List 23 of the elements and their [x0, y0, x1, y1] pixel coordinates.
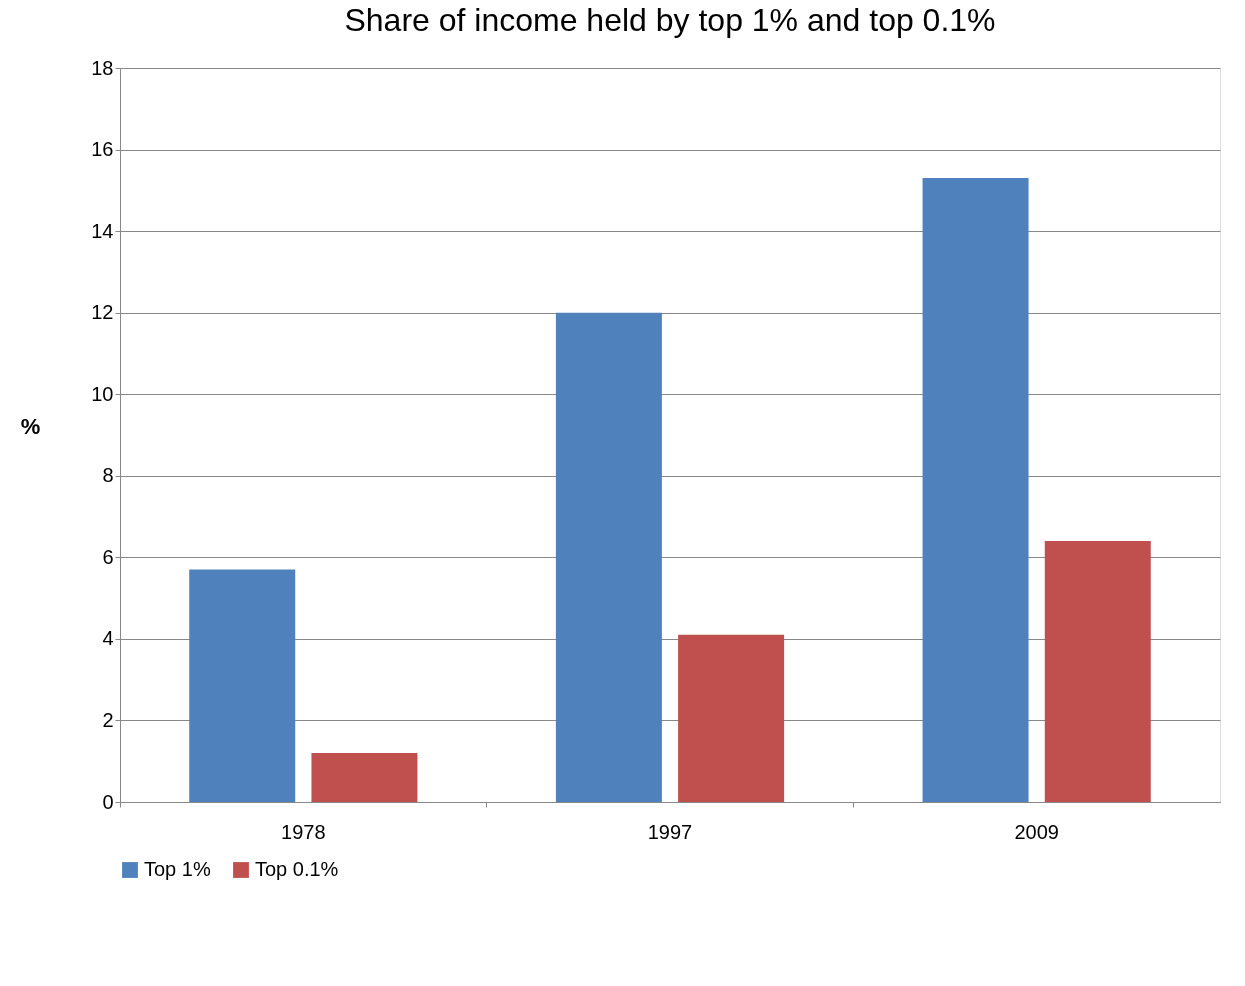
y-tick-label: 16: [91, 138, 114, 161]
legend-label: Top 1%: [144, 858, 211, 880]
y-tick-label: 6: [102, 545, 114, 568]
bar: [1044, 541, 1151, 802]
chart-title: Share of income held by top 1% and top 0.1%: [344, 2, 996, 38]
x-tick-label: 2009: [1014, 820, 1059, 843]
bar: [555, 312, 662, 802]
y-tick-label: 2: [102, 708, 114, 731]
bar: [922, 178, 1029, 802]
y-tick-label: 4: [102, 627, 114, 650]
y-tick-label: 10: [91, 382, 114, 405]
y-axis-title: %: [20, 413, 41, 439]
y-tick-label: 12: [91, 301, 114, 324]
bar: [678, 634, 785, 802]
y-tick-label: 0: [102, 790, 114, 813]
x-tick-label: 1997: [647, 820, 693, 843]
y-tick-label: 8: [102, 464, 114, 487]
bar: [189, 569, 296, 802]
bar: [311, 753, 418, 802]
x-tick-label: 1978: [281, 820, 326, 843]
y-tick-label: 18: [91, 56, 114, 79]
y-tick-label: 14: [91, 219, 114, 242]
legend-label: Top 0.1%: [255, 858, 339, 880]
